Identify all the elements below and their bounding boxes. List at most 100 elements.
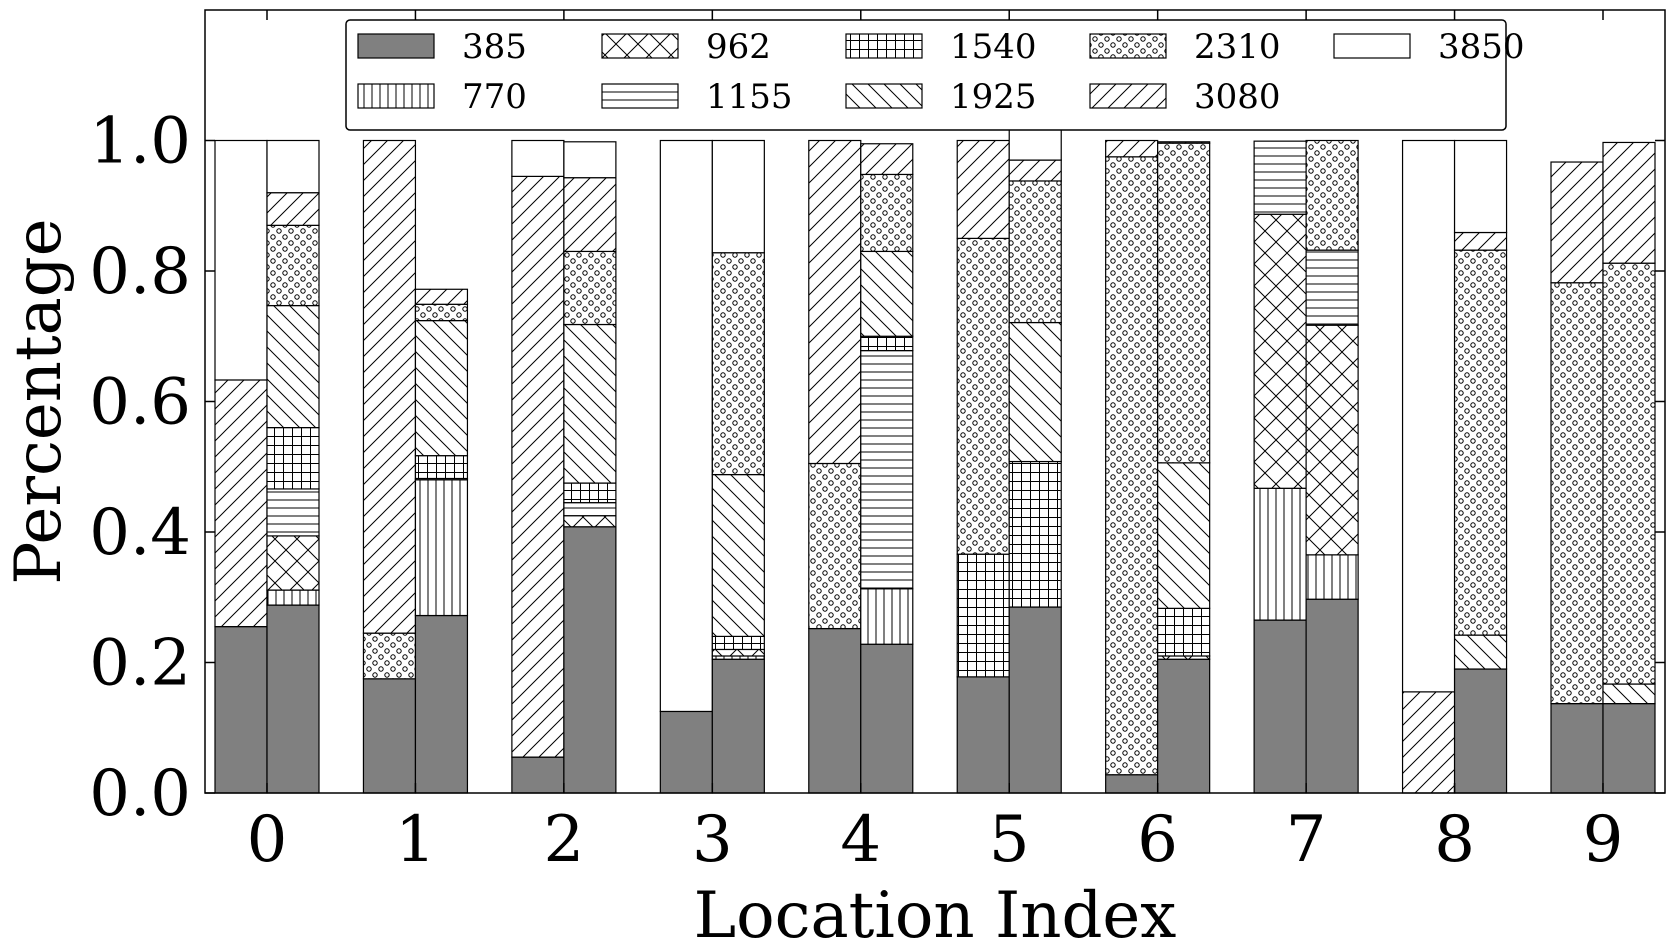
bar-segment-3080-loc9-right [1602,141,1656,264]
bar-segment-385-loc3-left [659,710,713,794]
bar-segment-770-loc7-left [1253,487,1307,621]
bar-segment-1540-loc6-right [1157,607,1211,657]
bar-segment-2310-loc9-left [1550,282,1604,705]
bar-segment-3850-loc3-right [711,139,765,254]
bar-segment-1925-loc0-right [266,304,320,429]
bar-segment-770-loc7-right [1305,554,1359,600]
bar-segment-1540-loc0-right [266,427,320,490]
bar-segment-2310-loc1-right [414,303,469,322]
bar-segment-3850-loc0-left [214,139,268,381]
legend-label-385: 385 [462,27,527,67]
bar-segment-1925-loc1-right [414,319,469,457]
bar-segment-385-loc1-right [414,614,469,794]
legend-swatch-2310 [1089,33,1167,59]
legend-swatch-1925 [845,83,923,109]
x-tick-label: 9 [1583,803,1624,877]
bar-segment-385-loc2-right [563,526,617,794]
y-tick-label: 0.4 [89,496,191,570]
bar-segment-962-loc2-right [563,515,617,528]
legend-label-3080: 3080 [1194,77,1281,117]
bar-segment-2310-loc5-right [1008,180,1062,324]
legend: 385 770 962 1155 1540 1925 2310 3080 3850 [345,19,1525,131]
x-tick-label: 5 [989,803,1030,877]
bar-segment-1155-loc7-right [1305,249,1359,326]
legend-swatch-385 [357,33,435,59]
legend-swatch-1540 [845,33,923,59]
bar-segment-1540-loc2-right [563,482,617,504]
legend-label-3850: 3850 [1438,27,1525,67]
bar-segment-2310-loc4-left [808,462,862,630]
x-tick-label: 0 [247,803,288,877]
bar-segment-3850-loc2-right [563,141,617,179]
bar-segment-3080-loc9-left [1550,161,1604,284]
legend-swatch-962 [601,33,679,59]
bar-segment-2310-loc4-right [860,173,914,253]
bar-segment-385-loc7-right [1305,598,1359,794]
bar-segment-1155-loc2-right [563,502,617,517]
bar-segment-1925-loc8-right [1453,634,1508,670]
bar-segment-962-loc7-left [1253,213,1307,489]
bar-segment-3080-loc5-right [1008,159,1062,182]
bar-segment-2310-loc7-right [1305,139,1359,251]
x-tick-label: 4 [840,803,881,877]
bar-segment-3080-loc0-right [266,192,320,226]
bar-segment-2310-loc9-right [1602,262,1656,685]
x-tick-label: 3 [692,803,733,877]
bar-segment-385-loc4-right [860,643,914,794]
bar-segment-3850-loc0-right [266,139,320,194]
x-axis-label: Location Index [694,879,1177,949]
bar-segment-385-loc9-right [1602,703,1656,794]
bar-segment-1155-loc0-right [266,488,320,537]
legend-swatch-1155 [601,83,679,109]
bar-segment-385-loc9-left [1550,703,1604,794]
bar-segment-1540-loc4-right [860,335,914,352]
bar-segment-3080-loc2-right [563,177,617,253]
bar-segment-1925-loc9-right [1602,683,1656,705]
legend-swatch-3080 [1089,83,1167,109]
bar-segment-1155-loc4-right [860,350,914,590]
bar-segment-2310-loc1-left [362,632,417,680]
bar-segment-385-loc6-left [1105,774,1159,794]
bar-segment-3080-loc4-right [860,143,914,176]
y-tick-label: 0.8 [89,235,191,309]
bar-segment-2310-loc8-right [1453,249,1508,636]
bar-segment-3080-loc8-left [1401,691,1456,794]
bar-segment-1155-loc7-left [1253,140,1307,215]
bar-segment-1540-loc5-left [956,553,1010,678]
bar-segment-385-loc5-left [956,676,1010,794]
bar-segment-1540-loc5-right [1008,460,1062,608]
bar-segment-3080-loc1-left [362,139,417,634]
bar-segment-385-loc8-right [1453,668,1508,794]
bar-segment-770-loc0-right [266,589,320,606]
x-tick-label: 7 [1286,803,1327,877]
legend-label-1925: 1925 [950,77,1037,117]
bar-segment-2310-loc6-left [1105,156,1159,776]
bar-segment-1540-loc1-right [414,455,469,480]
y-axis-label: Percentage [2,218,76,584]
bar-segment-1540-loc3-right [711,635,765,651]
y-tick-label: 1.0 [89,105,191,179]
bar-segment-385-loc7-left [1253,619,1307,794]
y-tick-label: 0.2 [89,627,191,701]
bar-segment-3850-loc8-right [1453,139,1508,234]
bar-segment-962-loc3-right [711,648,765,657]
bar-segment-385-loc4-left [808,627,862,794]
legend-label-1540: 1540 [950,27,1037,67]
bar-segment-3080-loc4-left [808,139,862,465]
bar-segment-385-loc5-right [1008,606,1062,794]
bar-segment-962-loc7-right [1305,324,1359,556]
bar-segment-3080-loc6-right [1157,141,1211,144]
bar-segment-3850-loc3-left [659,139,713,713]
bar-segment-3850-loc8-left [1401,139,1456,693]
bar-segment-2310-loc6-right [1157,142,1211,464]
bar-segment-1925-loc4-right [860,250,914,337]
bar-segment-770-loc1-right [414,479,469,617]
bar-segment-2310-loc3-right [711,252,765,476]
legend-label-962: 962 [706,27,771,67]
bar-segment-1925-loc6-right [1157,462,1211,609]
bar-segment-385-loc2-left [511,756,565,794]
bar-segment-2310-loc2-right [563,250,617,326]
legend-label-770: 770 [462,77,527,117]
